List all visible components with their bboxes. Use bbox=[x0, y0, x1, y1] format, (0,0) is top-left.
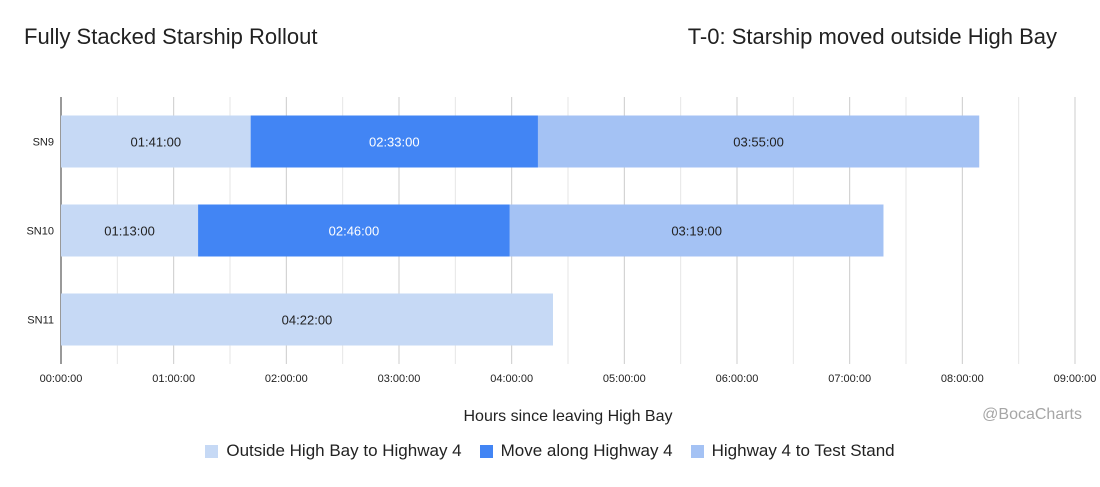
x-tick-label: 01:00:00 bbox=[152, 373, 195, 385]
x-tick-label: 07:00:00 bbox=[828, 373, 871, 385]
legend-swatch bbox=[205, 444, 219, 458]
legend-swatch bbox=[479, 444, 493, 458]
legend-item: Outside High Bay to Highway 4 bbox=[205, 441, 462, 461]
category-label: SN11 bbox=[27, 315, 54, 327]
legend-item: Highway 4 to Test Stand bbox=[690, 441, 895, 461]
segment-data-label: 02:46:00 bbox=[329, 224, 380, 239]
legend-label: Highway 4 to Test Stand bbox=[711, 441, 895, 460]
segment-data-label: 03:19:00 bbox=[671, 224, 722, 239]
bar-segment bbox=[509, 204, 884, 257]
x-tick-label: 00:00:00 bbox=[40, 373, 83, 385]
bar-segments bbox=[61, 115, 980, 346]
segment-data-label: 03:55:00 bbox=[733, 135, 784, 150]
bar-segment bbox=[250, 115, 538, 168]
x-tick-labels: 00:00:00 01:00:00 02:00:00 03:00:00 04:00:00… bbox=[40, 373, 1097, 385]
category-label: SN10 bbox=[26, 226, 54, 238]
x-tick-label: 02:00:00 bbox=[265, 373, 308, 385]
legend: Outside High Bay to Highway 4 Move along … bbox=[0, 441, 1100, 461]
segment-data-label: 01:13:00 bbox=[104, 224, 155, 239]
credit-watermark: @BocaCharts bbox=[982, 406, 1082, 423]
segment-data-label: 04:22:00 bbox=[282, 313, 333, 328]
bar-segment bbox=[61, 293, 553, 346]
x-tick-label: 06:00:00 bbox=[716, 373, 759, 385]
x-tick-label: 08:00:00 bbox=[941, 373, 984, 385]
bar-segment bbox=[537, 115, 980, 168]
category-labels: SN9 SN10 SN11 bbox=[26, 137, 54, 327]
legend-item: Move along Highway 4 bbox=[479, 441, 673, 461]
bar-segment bbox=[61, 204, 199, 257]
segment-labels: 01:41:00 02:33:00 03:55:00 01:13:00 02:46:00… bbox=[104, 135, 784, 328]
x-tick-label: 04:00:00 bbox=[490, 373, 533, 385]
x-tick-label: 09:00:00 bbox=[1054, 373, 1097, 385]
legend-label: Outside High Bay to Highway 4 bbox=[226, 441, 462, 460]
segment-data-label: 02:33:00 bbox=[369, 135, 420, 150]
category-label: SN9 bbox=[33, 137, 54, 149]
bar-segment bbox=[61, 115, 251, 168]
legend-label: Move along Highway 4 bbox=[500, 441, 673, 460]
chart-title: Fully Stacked Starship Rollout bbox=[24, 24, 318, 49]
x-tick-label: 05:00:00 bbox=[603, 373, 646, 385]
legend-swatch bbox=[690, 444, 704, 458]
segment-data-label: 01:41:00 bbox=[131, 135, 182, 150]
x-tick-label: 03:00:00 bbox=[378, 373, 421, 385]
chart-subtitle: T-0: Starship moved outside High Bay bbox=[687, 24, 1057, 49]
x-axis-label: Hours since leaving High Bay bbox=[464, 408, 673, 425]
bar-segment bbox=[198, 204, 510, 257]
